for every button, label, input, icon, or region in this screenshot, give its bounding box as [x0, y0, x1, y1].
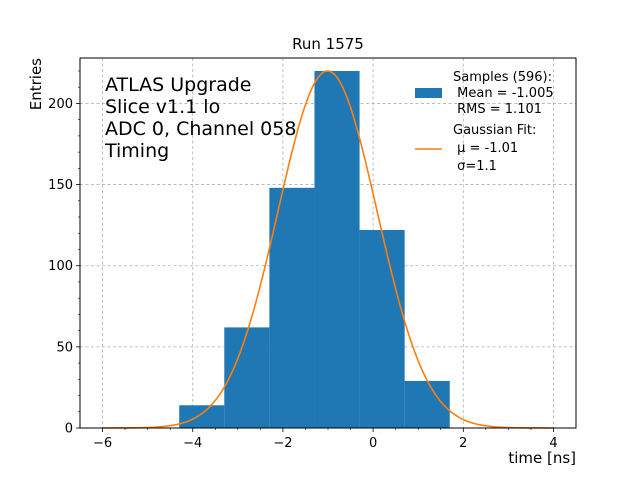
gaussian-fit-curve [102, 70, 554, 429]
y-tick-label: 50 [56, 340, 73, 355]
histogram-bar [359, 230, 405, 428]
histogram-bar [314, 70, 360, 428]
annotation-line: Timing [104, 140, 169, 162]
annotation-text: ATLAS Upgrade Slice v1.1 lo ADC 0, Chann… [104, 74, 296, 162]
legend-patch-swatch [415, 88, 442, 98]
x-tick-label: 2 [459, 436, 467, 451]
x-axis-ticks: −6 −4 −2 0 2 4 [93, 428, 558, 451]
gaussian-fit [102, 70, 554, 429]
x-tick-label: −6 [93, 436, 112, 451]
histogram-bar [269, 187, 315, 428]
y-tick-label: 0 [65, 422, 73, 437]
y-tick-label: 100 [48, 259, 73, 274]
annotation-line: ATLAS Upgrade [105, 74, 251, 96]
legend-entry-text: RMS = 1.101 [453, 102, 542, 117]
histogram-bar [224, 327, 270, 428]
x-tick-label: −2 [273, 436, 292, 451]
annotation-line: Slice v1.1 lo [105, 96, 220, 118]
chart-title: Run 1575 [292, 35, 364, 53]
legend: Samples (596): Mean = -1.005 RMS = 1.101… [415, 70, 554, 174]
x-tick-label: 0 [369, 436, 377, 451]
x-tick-label: −4 [183, 436, 202, 451]
y-tick-label: 200 [48, 97, 73, 112]
histogram-bar [179, 405, 225, 428]
legend-entry-text: μ = -1.01 [453, 141, 518, 156]
y-tick-label: 150 [48, 178, 73, 193]
y-axis-label: Entries [27, 58, 45, 110]
legend-entry-text: Gaussian Fit: [453, 123, 536, 138]
legend-entry-text: Samples (596): [453, 70, 552, 85]
x-tick-label: 4 [549, 436, 557, 451]
legend-entry-text: σ=1.1 [453, 159, 497, 174]
annotation-line: ADC 0, Channel 058 [105, 118, 296, 140]
legend-entry-text: Mean = -1.005 [453, 86, 554, 101]
x-axis-label: time [ns] [508, 449, 576, 467]
histogram-bars [179, 70, 450, 428]
y-axis-ticks: 0 50 100 150 200 [48, 70, 80, 437]
